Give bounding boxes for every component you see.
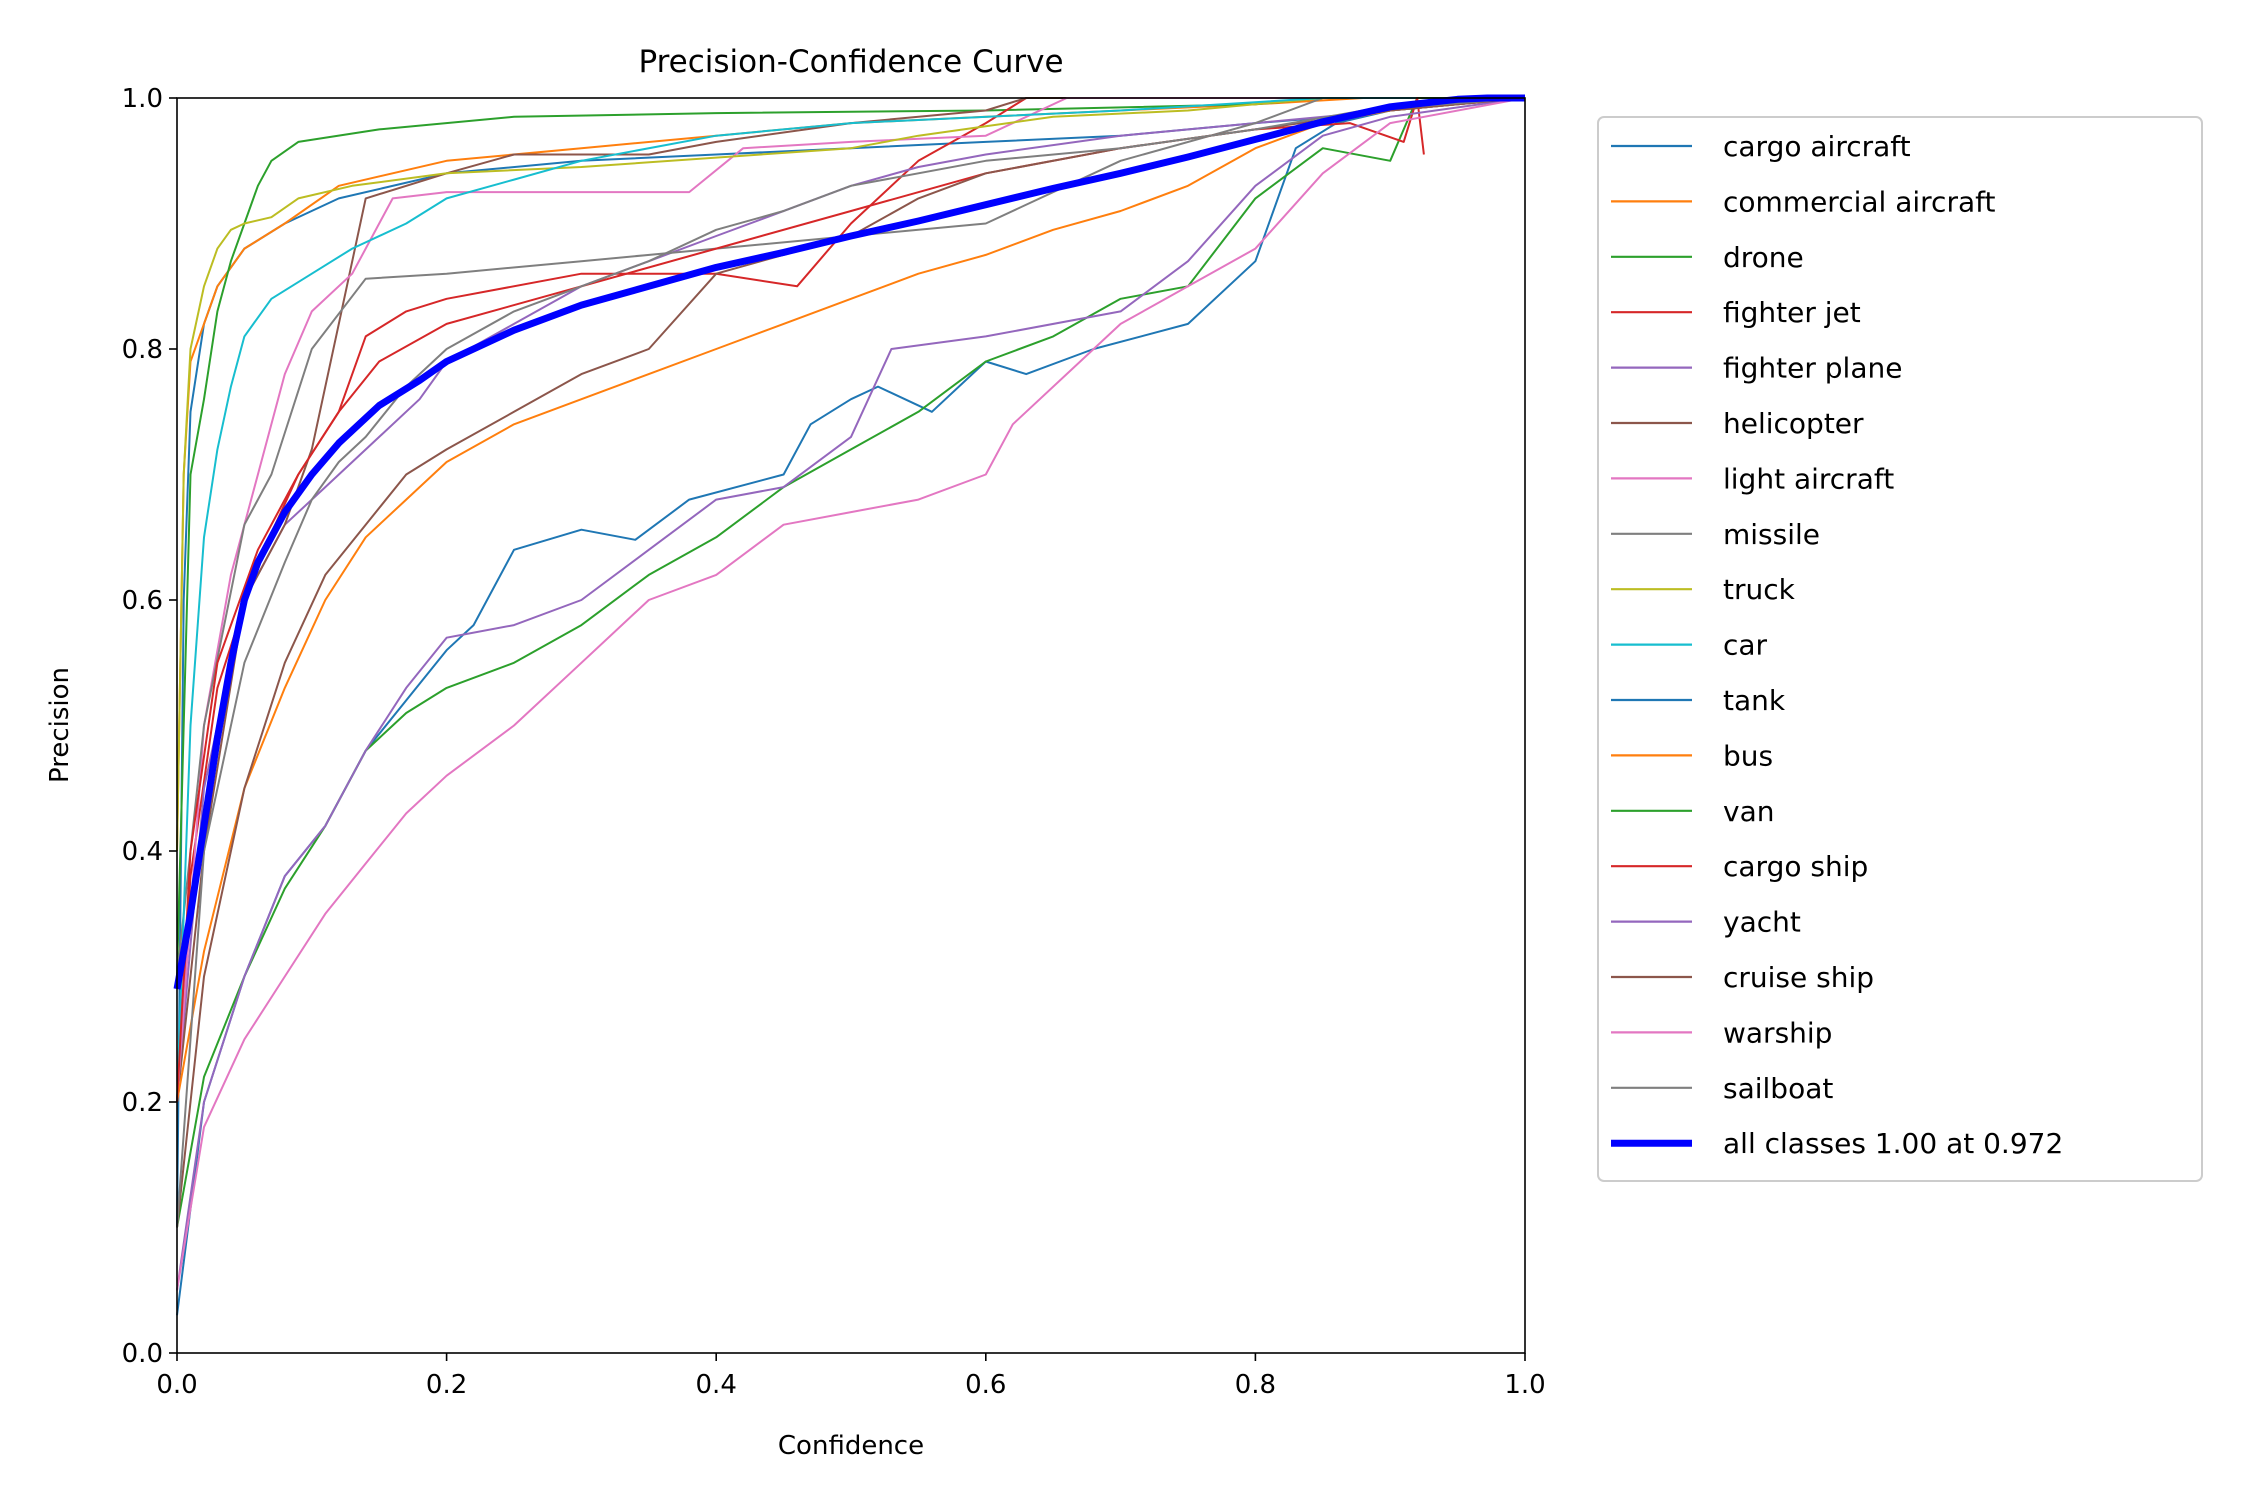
legend-label: all classes 1.00 at 0.972 (1723, 1127, 2063, 1160)
legend-item: tank (1611, 684, 1786, 717)
legend-items: cargo aircraft commercial aircraft drone fi… (1611, 130, 2063, 1160)
series-line-truck (176, 97, 1525, 852)
y-tick-label: 1.0 (122, 84, 163, 114)
legend-item: van (1611, 795, 1774, 828)
series-line-all-classes-1-00-at-0-972 (173, 94, 1525, 990)
x-tick-label: 0.2 (426, 1370, 467, 1400)
legend-label: sailboat (1723, 1072, 1833, 1105)
x-axis-label: Confidence (778, 1431, 924, 1461)
legend-label: cruise ship (1723, 961, 1874, 994)
series-line-drone (176, 97, 1525, 977)
series-line-tank (176, 97, 1526, 1316)
x-tick-label: 1.0 (1504, 1370, 1545, 1400)
y-tick-label: 0.0 (122, 1339, 163, 1369)
x-tick-label: 0.6 (965, 1370, 1006, 1400)
y-tick-label: 0.8 (122, 335, 163, 365)
series-line-warship (176, 97, 1526, 1291)
legend-item: light aircraft (1611, 462, 1894, 495)
series-line-cargo-aircraft (176, 97, 1526, 1228)
legend-label: cargo aircraft (1723, 130, 1911, 163)
legend-item: all classes 1.00 at 0.972 (1611, 1127, 2063, 1160)
plot-frame (176, 97, 1526, 1354)
series-line-sailboat (176, 97, 1526, 1228)
series-line-yacht (176, 97, 1526, 1291)
legend-item: cargo aircraft (1611, 130, 1911, 163)
legend-label: van (1723, 795, 1774, 828)
legend-label: warship (1723, 1016, 1832, 1049)
legend-item: warship (1611, 1016, 1832, 1049)
plot-area: 0.0 0.2 0.4 0.6 0.8 1.0 0.0 0.2 0.4 0.6 0.8 1.0 (122, 84, 1546, 1400)
series-line-fighter-jet (176, 97, 1525, 1103)
legend-item: commercial aircraft (1611, 185, 1995, 218)
legend-item: fighter jet (1611, 296, 1861, 329)
series-line-van (176, 97, 1525, 1228)
legend-label: cargo ship (1723, 850, 1868, 883)
series-layer (173, 94, 1526, 1316)
series-line-bus (176, 97, 1526, 1103)
legend-item: truck (1611, 573, 1796, 606)
x-axis: 0.0 0.2 0.4 0.6 0.8 1.0 (156, 1353, 1546, 1400)
x-tick-label: 0.8 (1235, 1370, 1276, 1400)
y-axis-label: Precision (45, 667, 75, 783)
legend-item: missile (1611, 518, 1820, 551)
legend-item: drone (1611, 241, 1804, 274)
x-tick-label: 0.0 (156, 1370, 197, 1400)
legend-label: missile (1723, 518, 1820, 551)
legend-label: fighter jet (1723, 296, 1861, 329)
legend-label: helicopter (1723, 407, 1864, 440)
legend-item: fighter plane (1611, 352, 1902, 385)
legend-label: drone (1723, 241, 1804, 274)
series-line-missile (176, 97, 1525, 977)
series-line-car (176, 97, 1525, 1103)
legend-item: helicopter (1611, 407, 1864, 440)
series-line-helicopter (176, 97, 1525, 1103)
y-tick-label: 0.4 (122, 837, 163, 867)
legend-item: cargo ship (1611, 850, 1868, 883)
y-tick-label: 0.2 (122, 1088, 163, 1118)
legend-label: bus (1723, 739, 1773, 772)
series-line-cruise-ship (176, 97, 1526, 1228)
legend-item: bus (1611, 739, 1773, 772)
x-tick-label: 0.4 (696, 1370, 737, 1400)
legend-box (1597, 116, 2203, 1182)
legend-label: truck (1723, 573, 1796, 606)
legend-label: fighter plane (1723, 352, 1902, 385)
y-axis: 0.0 0.2 0.4 0.6 0.8 1.0 (122, 84, 177, 1369)
legend: cargo aircraft commercial aircraft drone fi… (1597, 116, 2203, 1182)
chart-title: Precision-Confidence Curve (638, 44, 1063, 80)
legend-item: sailboat (1611, 1072, 1833, 1105)
y-tick-label: 0.6 (122, 586, 163, 616)
legend-label: tank (1723, 684, 1786, 717)
series-line-fighter-plane (176, 97, 1526, 1103)
legend-label: commercial aircraft (1723, 185, 1995, 218)
legend-item: cruise ship (1611, 961, 1874, 994)
legend-label: light aircraft (1723, 462, 1894, 495)
legend-label: yacht (1723, 906, 1801, 939)
series-line-light-aircraft (176, 97, 1525, 1103)
legend-label: car (1723, 629, 1768, 662)
legend-item: yacht (1611, 906, 1801, 939)
legend-item: car (1611, 629, 1768, 662)
